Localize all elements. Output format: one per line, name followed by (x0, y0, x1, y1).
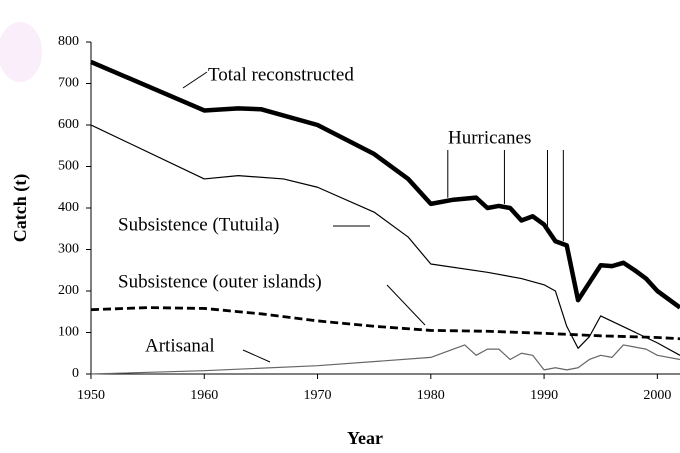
y-tick-label: 800 (58, 34, 79, 49)
series-line (90, 306, 680, 341)
y-tick-label: 700 (58, 76, 79, 91)
y-tick-label: 300 (58, 242, 79, 257)
decoration (0, 22, 42, 82)
y-tick-label: 200 (58, 283, 79, 298)
leader-line (242, 349, 271, 363)
x-tick-label: 1980 (417, 388, 445, 403)
series-label: Total reconstructed (208, 64, 354, 85)
y-tick-label: 0 (72, 366, 79, 381)
series-line (90, 344, 680, 375)
leader-line (182, 71, 208, 89)
series-line (90, 124, 680, 356)
y-tick-label: 600 (58, 117, 79, 132)
y-tick-label: 100 (58, 325, 79, 340)
series-line (90, 59, 680, 310)
x-tick-label: 1950 (77, 388, 105, 403)
leader-line (386, 284, 426, 326)
y-tick-label: 400 (58, 200, 79, 215)
series-label: Subsistence (Tutuila) (118, 214, 279, 235)
series-label: Subsistence (outer islands) (118, 271, 322, 292)
x-tick-label: 2000 (643, 388, 671, 403)
x-axis-title: Year (347, 428, 383, 448)
series-label: Artisanal (145, 335, 215, 356)
x-tick-label: 1960 (190, 388, 218, 403)
y-axis-title: Catch (t) (10, 174, 31, 242)
annotation: Hurricanes (448, 127, 531, 148)
x-tick-label: 1970 (304, 388, 332, 403)
y-tick-label: 500 (58, 159, 79, 174)
x-tick-label: 1990 (530, 388, 558, 403)
